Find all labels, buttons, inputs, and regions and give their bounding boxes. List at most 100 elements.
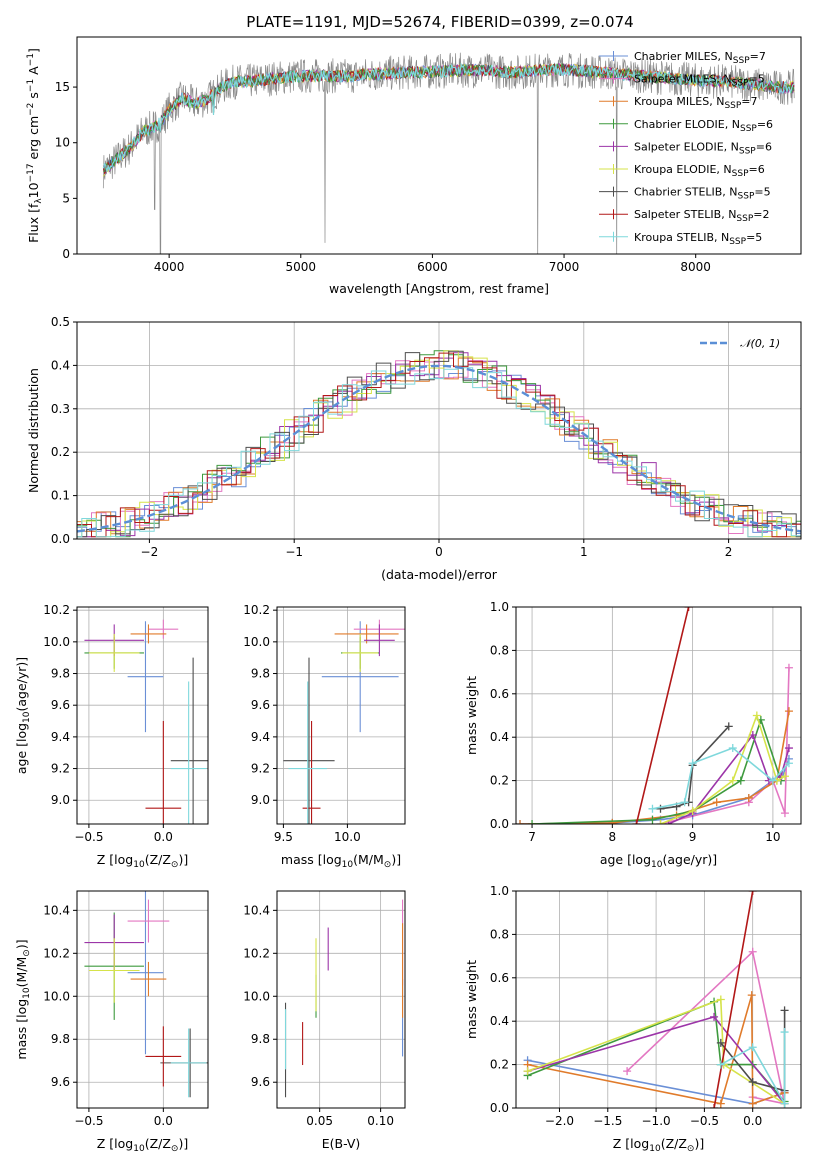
y-tick-label: 0.4 [490,730,509,744]
x-tick-label: 4000 [154,260,185,274]
weight-line [527,998,786,1105]
weight-marker [747,991,756,1000]
x-tick-label: 0.0 [154,1114,173,1128]
spectrum-title: PLATE=1191, MJD=52674, FIBERID=0399, z=0… [246,13,633,31]
weight-line [660,713,786,824]
weight-marker [780,1099,789,1108]
y-tick-label: 0.6 [490,971,509,985]
y-tick-label: 0 [62,247,70,261]
axes-frame [76,890,209,1109]
weight-marker [623,1067,632,1076]
weight-marker [632,820,641,824]
axes-frame [515,606,802,825]
weight-marker [768,776,777,785]
y-tick-label: 1.0 [490,884,509,898]
y-tick-label: 9.8 [251,1032,270,1046]
weight-marker [710,1012,719,1021]
y-tick-label: 0.6 [490,687,509,701]
weight-marker [748,1099,757,1108]
y-tick-label: 0.4 [51,358,70,372]
y-tick-label: 0.3 [51,402,70,416]
axes-frame [76,321,802,540]
weight-marker [716,1060,725,1069]
weight-marker [716,1038,725,1047]
x-axis-label: mass [log10(M/M⊙)] [281,852,401,870]
axes-frame [76,606,209,825]
gaussian-curve [77,364,801,533]
weight-marker [656,820,665,824]
residual-histogram [77,367,801,538]
y-tick-label: 10.2 [43,946,70,960]
x-tick-label: −2.0 [545,1114,574,1128]
weight-marker [728,744,737,753]
x-tick-label: −0.5 [74,830,103,844]
x-axis-label: Z [log10(Z/Z⊙)] [97,852,188,870]
x-tick-label: 2 [725,545,733,559]
weight-marker [608,818,617,824]
weight-marker [684,607,693,611]
y-tick-label: 0.8 [490,927,509,941]
x-axis-label: age [log10(age/yr)] [600,852,717,870]
weight-marker [528,820,537,824]
y-tick-label: 10.0 [243,635,270,649]
y-tick-label: 9.0 [251,793,270,807]
weight-marker [712,798,721,807]
y-axis-label: mass [log10(M/M⊙)] [14,939,32,1059]
residual-histogram [77,352,801,538]
y-tick-label: 10.2 [243,946,270,960]
age-vs-mass-panel: 9.5 10.0 9.0 9.2 9.4 9.6 9.8 10.0 10.2 mass [log1… [243,603,406,870]
weight-marker [523,1067,532,1076]
weight-marker [724,722,733,731]
weight-marker [736,776,745,785]
x-tick-label: 0.0 [154,830,173,844]
legend-entry: Kroupa ELODIE, NSSP=6 [634,163,765,179]
x-tick-label: 8000 [680,260,711,274]
x-tick-label: 10 [765,830,780,844]
y-tick-label: 9.8 [251,667,270,681]
y-tick-label: 0.2 [490,774,509,788]
x-tick-label: 0.10 [367,1114,394,1128]
axes-frame [515,890,802,1109]
weight-marker [748,947,757,956]
x-tick-label: 7 [528,830,536,844]
y-tick-label: 9.0 [51,793,70,807]
legend-entry: 𝒩(0, 1) [740,337,780,350]
residuals-panel: −2 −1 0 1 2 0.0 0.1 0.2 0.3 0.4 0.5 𝒩(0, 1) (data-mo… [26,315,802,582]
x-tick-label: 0 [435,545,443,559]
observed-spectrum [102,52,795,254]
x-tick-label: 9 [689,830,697,844]
weight-marker [716,995,725,1004]
weight-line [720,1032,786,1107]
weight-marker [716,1099,725,1108]
y-tick-label: 15 [55,80,70,94]
y-tick-label: 0.0 [490,1101,509,1115]
spectrum-panel: 4000 5000 6000 7000 8000 0 5 10 15 Chabrier MILES… [26,36,802,296]
x-tick-label: 0.0 [743,1114,762,1128]
x-tick-label: −0.5 [74,1114,103,1128]
weight-marker [516,820,525,824]
weight-marker [784,707,793,716]
y-tick-label: 5 [62,191,70,205]
weight-marker [688,806,697,815]
weight-marker [780,1006,789,1015]
y-axis-label: mass weight [464,960,479,1039]
weight-line [519,711,790,824]
weight-marker [748,1077,757,1086]
x-tick-label: 10.0 [334,830,361,844]
y-tick-label: 0.4 [490,1014,509,1028]
x-axis-label: wavelength [Angstrom, rest frame] [329,281,549,296]
weight-line [626,950,786,1105]
y-axis-label: mass weight [464,676,479,755]
y-tick-label: 9.4 [51,730,70,744]
weight-marker [744,793,753,802]
weight-marker [688,759,697,768]
y-axis-label: age [log10(age/yr)] [14,657,32,774]
weight-marker [728,776,737,785]
y-tick-label: 9.2 [251,762,270,776]
y-tick-label: 9.8 [51,667,70,681]
axes-frame [276,890,406,1109]
y-tick-label: 9.6 [251,1075,270,1089]
y-tick-label: 9.8 [51,1032,70,1046]
y-tick-label: 9.2 [51,762,70,776]
